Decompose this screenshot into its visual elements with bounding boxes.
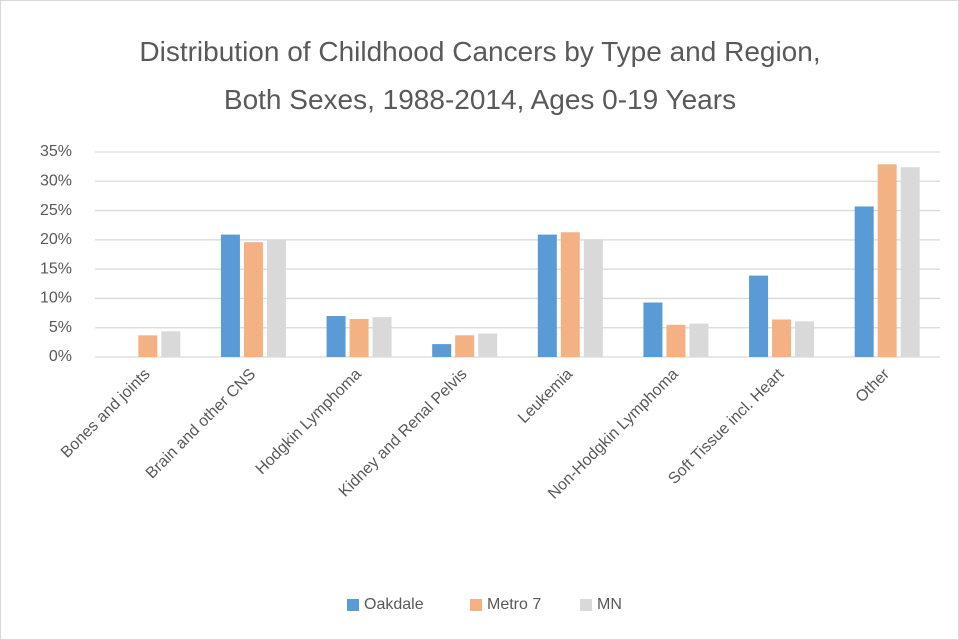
y-tick-label: 0% — [49, 348, 72, 365]
y-tick-label: 20% — [40, 231, 72, 248]
y-tick-label: 35% — [40, 143, 72, 160]
legend-label: Oakdale — [364, 596, 424, 613]
y-tick-label: 25% — [40, 202, 72, 219]
bar — [138, 335, 158, 357]
bar — [583, 239, 603, 357]
bar — [432, 344, 452, 357]
bar — [643, 302, 663, 357]
y-tick-label: 15% — [40, 260, 72, 277]
bar — [666, 324, 686, 357]
bar — [537, 234, 557, 357]
bar — [478, 333, 498, 357]
bar — [243, 242, 263, 357]
legend-swatch — [470, 599, 482, 611]
bar — [772, 319, 792, 357]
legend-swatch — [580, 599, 592, 611]
bar — [795, 321, 815, 357]
bar — [161, 331, 181, 357]
bar — [749, 275, 769, 357]
chart-title: Distribution of Childhood Cancers by Typ… — [139, 36, 821, 115]
bar — [560, 232, 580, 357]
bar — [372, 317, 392, 357]
bar — [220, 234, 240, 357]
y-tick-label: 30% — [40, 173, 72, 190]
y-tick-label: 5% — [49, 319, 72, 336]
legend-label: Metro 7 — [487, 596, 541, 613]
bar — [877, 164, 897, 357]
bar — [689, 323, 709, 357]
bar — [455, 335, 475, 357]
bar — [349, 318, 369, 357]
y-tick-label: 10% — [40, 290, 72, 307]
legend-swatch — [347, 599, 359, 611]
legend-label: MN — [597, 596, 622, 613]
bar — [266, 239, 286, 357]
bar — [900, 167, 920, 357]
bar — [326, 316, 346, 357]
bar — [854, 206, 874, 357]
